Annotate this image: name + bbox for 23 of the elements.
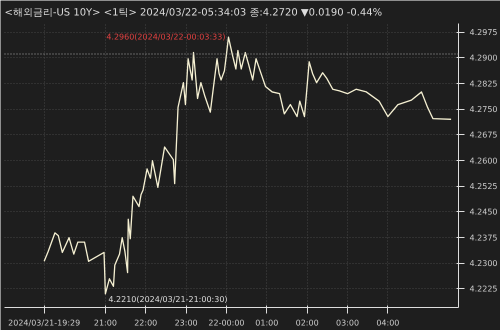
y-tick-label: 4.2450 [470,208,498,217]
y-tick-label: 4.2225 [470,284,498,294]
x-tick-label: 22:00 [134,318,158,328]
x-tick-label: 23:00 [174,318,198,328]
y-tick-label: 4.2750 [470,105,498,114]
chart-title: <해외금리-US 10Y> <1틱> 2024/03/22-05:34:03 종:4.2720 ▼0.0190 -0.44% [4,8,382,18]
y-tick-label: 4.2600 [470,156,498,166]
y-tick-label: 4.2675 [470,130,498,140]
y-tick-label: 4.2525 [470,182,498,192]
x-tick-label: 21:00 [94,318,117,328]
x-tick-label: 04:00 [376,318,400,328]
annotation: 4.2960(2024/03/22-00:03:33) [106,32,226,42]
y-tick-label: 4.2975 [470,28,498,38]
y-tick-label: 4.2300 [470,259,498,268]
y-tick-label: 4.2825 [470,79,498,88]
annotation: 4.2210(2024/03/21-21:00:30) [108,294,228,304]
y-tick-label: 4.2900 [470,54,498,63]
x-tick-label: 02:00 [296,318,319,328]
x-tick-label: 22-00:00 [208,318,245,328]
x-tick-label: 03:00 [336,318,360,328]
x-tick-label: 01:00 [255,318,278,328]
y-tick-label: 4.2375 [470,233,498,242]
x-tick-label: 2024/03/21-19:29 [8,318,80,328]
